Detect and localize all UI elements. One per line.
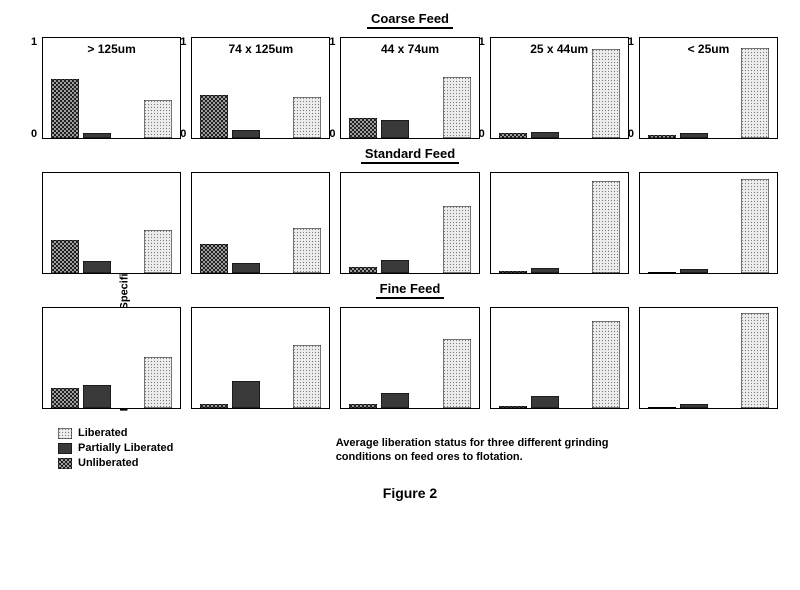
bar-partial [381,120,409,138]
legend-item: Liberated [58,427,173,439]
chart-panel [42,172,181,274]
bar-liberated [144,357,172,408]
bar-partial [83,385,111,408]
bar-liberated [592,49,620,138]
chart-panel: 10< 25um [639,37,778,139]
bar-partial [232,263,260,273]
bar-partial [680,269,708,273]
bar-liberated [443,77,471,138]
chart-panel: 1044 x 74um [340,37,479,139]
y-tick: 0 [180,128,186,140]
bar-partial [83,261,111,273]
chart-panel [191,172,330,274]
bar-partial [381,260,409,273]
y-tick: 1 [329,36,335,48]
bar-partial [232,381,260,408]
chart-row [42,307,778,409]
column-header: 25 x 44um [491,42,628,56]
bar-unlib [200,244,228,273]
bar-partial [83,133,111,138]
section-title: Standard Feed [361,146,459,164]
chart-panel: 1074 x 125um [191,37,330,139]
column-header: 44 x 74um [341,42,478,56]
section-title: Fine Feed [376,281,445,299]
bar-liberated [443,206,471,273]
bar-partial [531,396,559,408]
chart-row [42,172,778,274]
bar-unlib [51,79,79,138]
bar-unlib [648,272,676,273]
y-tick: 0 [628,128,634,140]
bar-partial [531,268,559,273]
chart-panel [42,307,181,409]
legend: Liberated Partially Liberated Unliberate… [58,427,173,469]
chart-panel [490,172,629,274]
bar-partial [531,132,559,138]
y-tick: 0 [31,128,37,140]
y-tick: 1 [479,36,485,48]
y-tick: 1 [628,36,634,48]
bar-partial [680,133,708,138]
chart-panel [340,307,479,409]
bar-liberated [144,230,172,273]
bar-unlib [648,407,676,408]
unlib-swatch [58,458,72,469]
figure-number: Figure 2 [42,485,778,501]
bar-unlib [349,118,377,138]
bar-unlib [499,133,527,138]
bar-unlib [200,404,228,408]
bar-unlib [51,388,79,408]
bar-unlib [51,240,79,273]
y-tick: 1 [31,36,37,48]
bar-liberated [592,321,620,408]
partial-swatch [58,443,72,454]
bar-liberated [741,313,769,408]
legend-item: Partially Liberated [58,442,173,454]
y-tick: 0 [329,128,335,140]
chart-panel [639,172,778,274]
bar-unlib [648,135,676,138]
section-title: Coarse Feed [367,11,453,29]
bar-liberated [741,48,769,138]
bar-liberated [592,181,620,273]
bar-unlib [349,404,377,408]
bar-partial [381,393,409,408]
column-header: 74 x 125um [192,42,329,56]
chart-row: 10> 125um 1074 [42,37,778,139]
chart-panel [490,307,629,409]
chart-panel: 1025 x 44um [490,37,629,139]
bar-unlib [200,95,228,138]
bar-unlib [499,271,527,273]
legend-label: Unliberated [78,457,139,469]
bar-liberated [293,345,321,408]
bar-liberated [741,179,769,273]
bar-partial [232,130,260,138]
bar-unlib [499,406,527,408]
bar-partial [680,404,708,408]
chart-panel: 10> 125um [42,37,181,139]
chart-panel [340,172,479,274]
figure-caption: Average liberation status for three diff… [336,437,656,465]
legend-label: Liberated [78,427,128,439]
bar-liberated [144,100,172,138]
chart-panel [639,307,778,409]
bar-liberated [293,228,321,273]
bar-liberated [443,339,471,408]
column-header: < 25um [640,42,777,56]
legend-item: Unliberated [58,457,173,469]
chart-panel [191,307,330,409]
bar-liberated [293,97,321,138]
liberated-swatch [58,428,72,439]
y-tick: 0 [479,128,485,140]
bar-unlib [349,267,377,273]
column-header: > 125um [43,42,180,56]
legend-label: Partially Liberated [78,442,173,454]
y-tick: 1 [180,36,186,48]
